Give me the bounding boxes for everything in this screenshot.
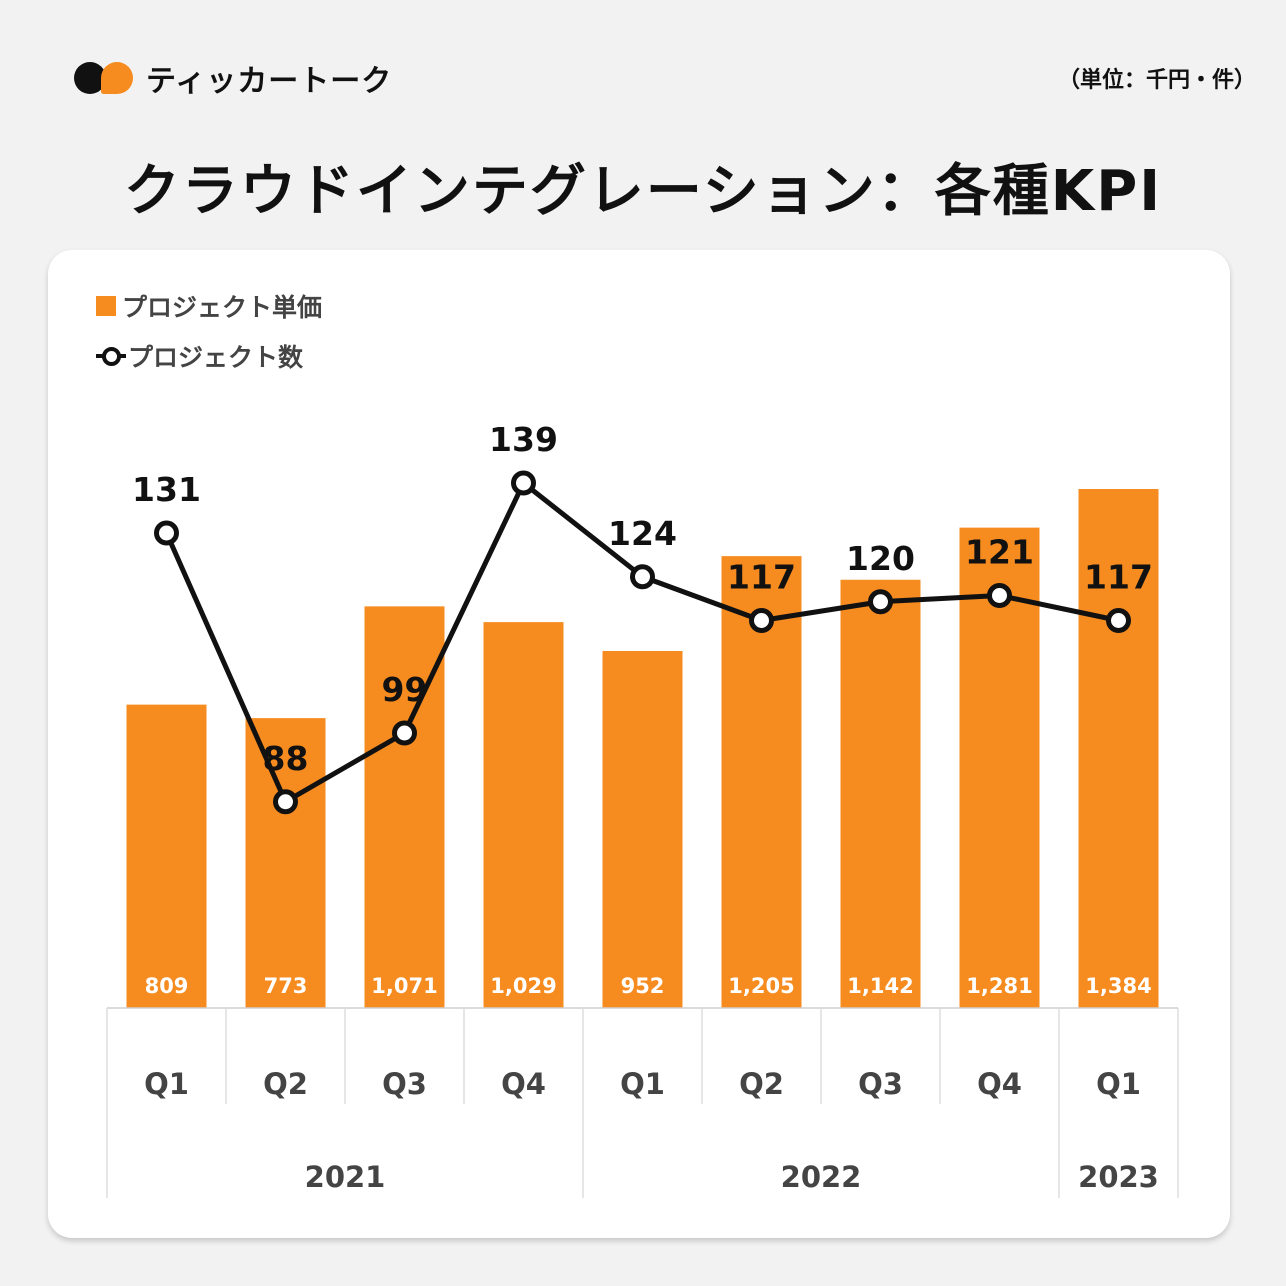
page-title: クラウドインテグレーション：各種KPI	[123, 159, 1163, 224]
line-value-label: 124	[608, 514, 677, 553]
x-group-label: 2021	[305, 1160, 386, 1194]
bar	[1078, 489, 1159, 1008]
bar-value-label: 1,142	[847, 974, 913, 998]
line-point	[392, 720, 417, 746]
line-value-label: 99	[382, 670, 428, 709]
line-value-label: 139	[489, 420, 558, 459]
line-point	[749, 608, 774, 633]
line-point	[154, 520, 179, 546]
x-group-label: 2022	[781, 1160, 862, 1194]
line-point	[511, 470, 536, 496]
x-tick-label: Q2	[263, 1067, 308, 1101]
bar-value-label: 1,029	[490, 974, 556, 998]
brand: ティッカートーク	[74, 58, 393, 99]
bar	[483, 622, 564, 1008]
bar-value-label: 1,071	[371, 974, 437, 998]
brand-name: ティッカートーク	[146, 64, 393, 99]
x-tick-label: Q1	[620, 1067, 665, 1101]
line-point	[1106, 608, 1131, 633]
line-value-label: 117	[727, 558, 796, 597]
unit-note: （単位：千円・件）	[1057, 68, 1256, 93]
bar-value-label: 952	[621, 974, 665, 998]
line-point	[987, 583, 1012, 608]
chart: 809 773 1,071 1,029 952 1,205 1,142 1,281 1,384 Q…	[106, 420, 1179, 1198]
x-tick-label: Q3	[382, 1067, 427, 1101]
x-group-label: 2023	[1078, 1160, 1159, 1194]
legend-bar-label: プロジェクト単価	[122, 293, 323, 322]
x-tick-label: Q4	[501, 1067, 546, 1101]
legend-item-bar: プロジェクト単価	[96, 288, 322, 324]
legend-line-swatch	[96, 346, 126, 366]
x-tick-label: Q4	[977, 1067, 1022, 1101]
bar-value-label: 1,205	[728, 974, 794, 998]
bar	[840, 579, 921, 1008]
legend-bar-swatch	[96, 296, 116, 316]
x-tick-label: Q1	[1096, 1067, 1141, 1101]
bar-value-label: 1,384	[1085, 974, 1151, 998]
line-point	[868, 589, 893, 615]
chart-card: プロジェクト単価 プロジェクト数 809 773 1,071 1,029 952 1,20…	[48, 250, 1230, 1238]
x-tick-label: Q2	[739, 1067, 784, 1101]
line-value-label: 121	[965, 533, 1034, 572]
bar	[364, 606, 445, 1008]
line-point	[273, 789, 298, 815]
x-tick-label: Q1	[144, 1067, 189, 1101]
line-value-label: 117	[1084, 558, 1153, 597]
legend-line-label: プロジェクト数	[128, 343, 304, 372]
bar-value-label: 773	[264, 974, 308, 998]
bar	[126, 704, 207, 1008]
legend-item-line: プロジェクト数	[96, 338, 303, 374]
line-point	[630, 564, 655, 590]
bar	[602, 651, 683, 1008]
logo-icon	[74, 58, 138, 98]
line-value-label: 88	[263, 739, 309, 778]
line-value-label: 131	[132, 470, 201, 509]
bar-value-label: 1,281	[966, 974, 1032, 998]
bar-value-label: 809	[145, 974, 189, 998]
line-value-label: 120	[846, 539, 915, 578]
bar	[245, 718, 326, 1008]
x-tick-label: Q3	[858, 1067, 903, 1101]
